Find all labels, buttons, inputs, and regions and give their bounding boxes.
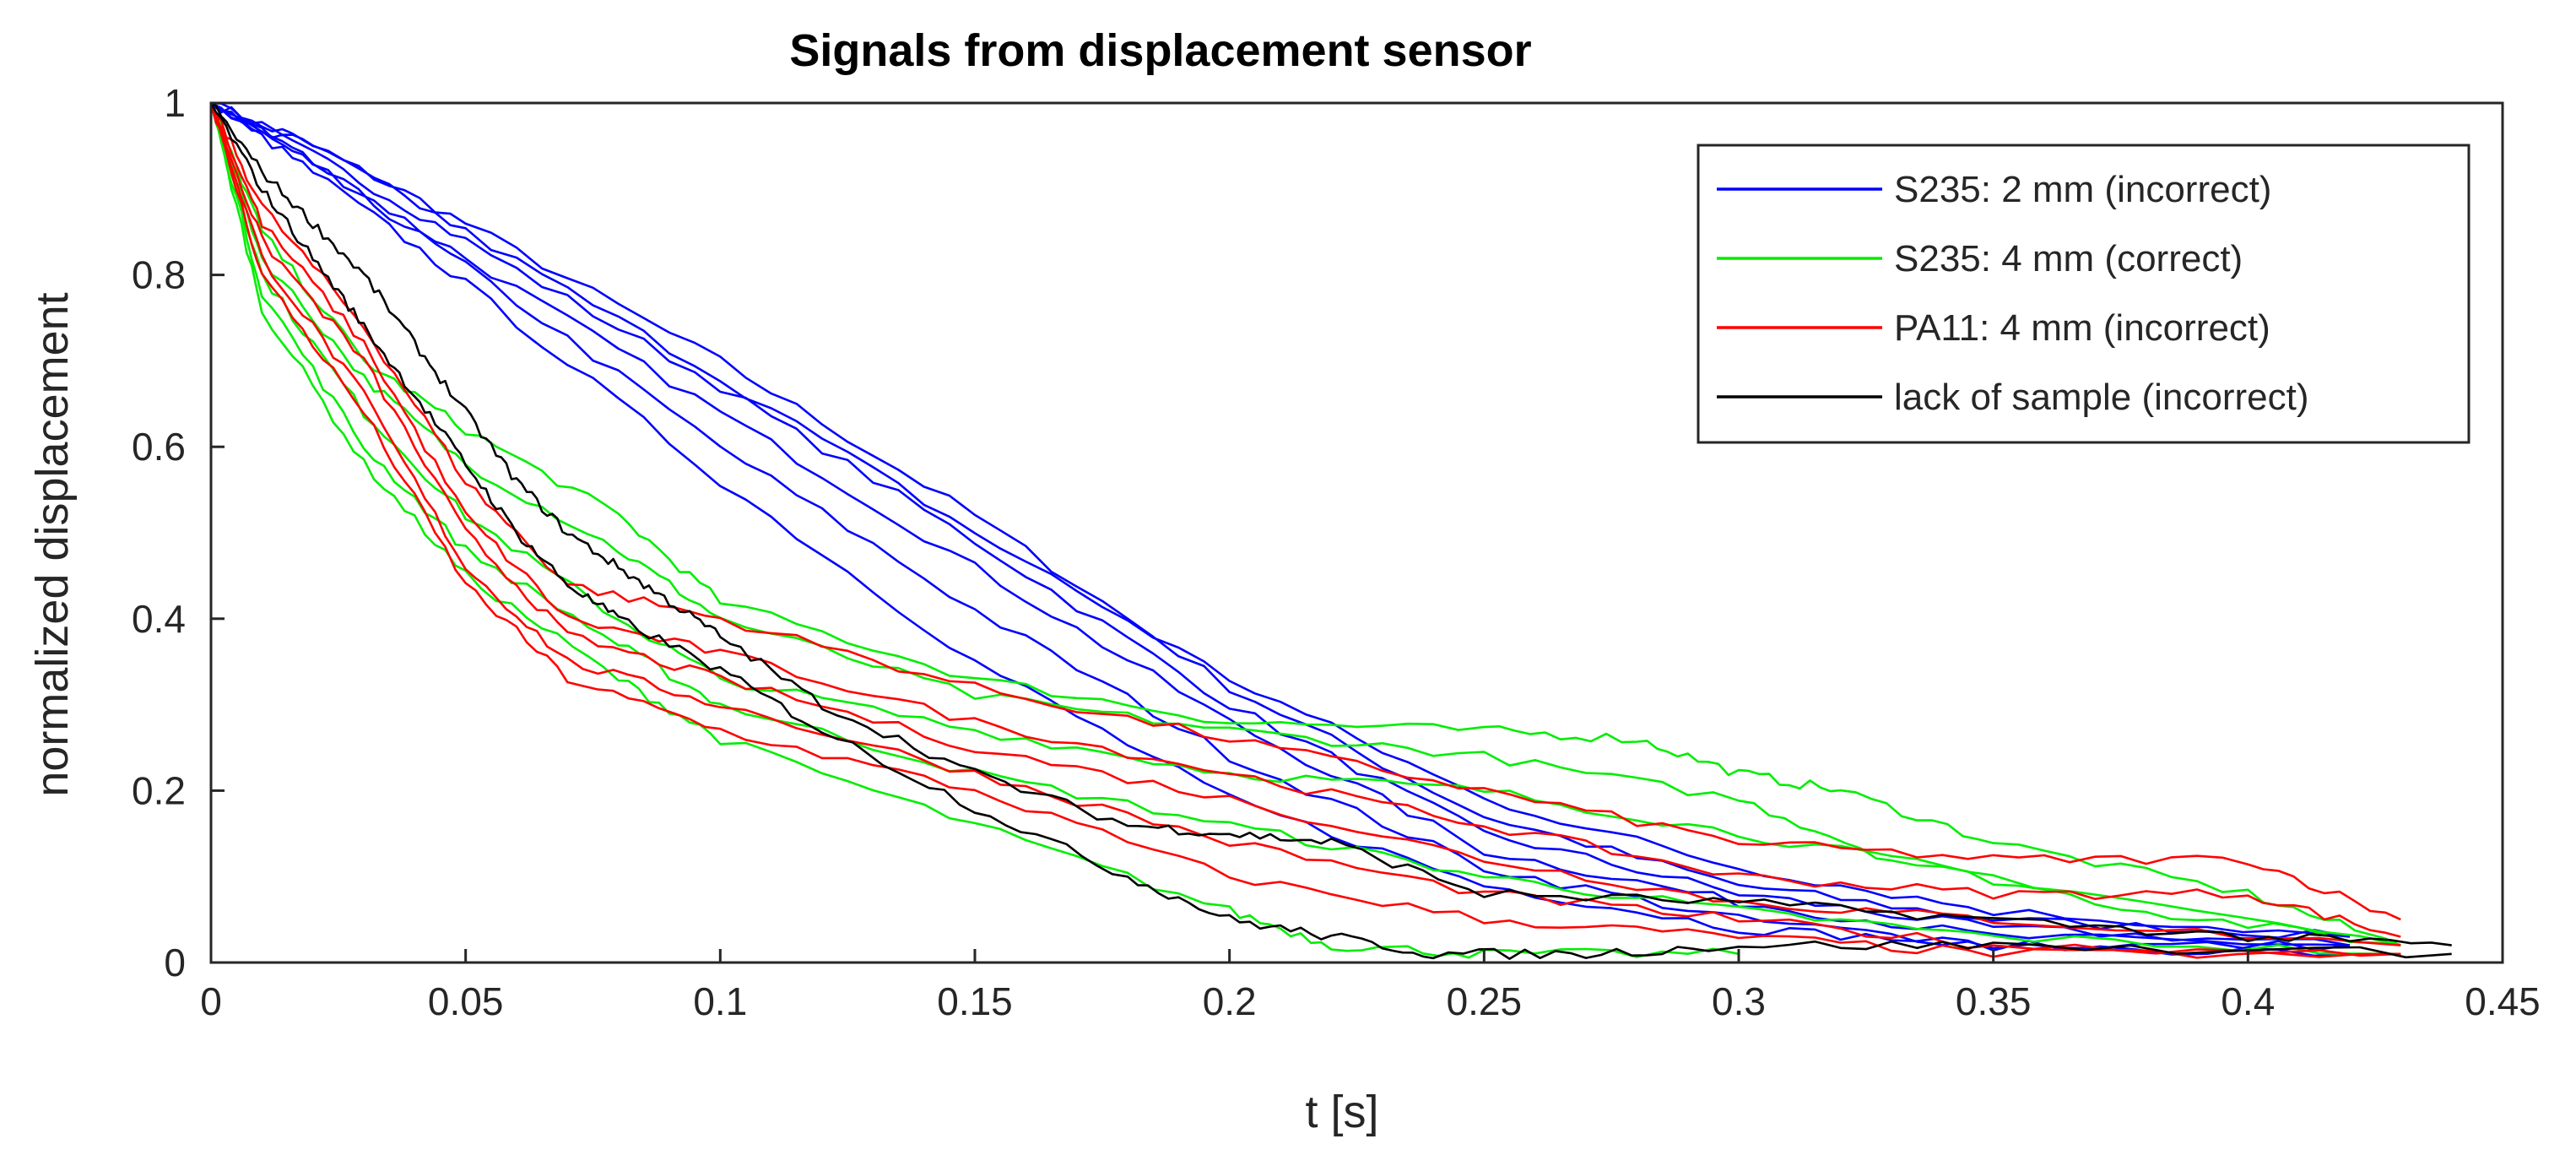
x-axis-label: t [s]	[1305, 1087, 1378, 1137]
y-tick-label: 0	[164, 941, 186, 984]
x-tick-label: 0.05	[428, 979, 504, 1023]
x-tick-label: 0.25	[1447, 979, 1523, 1023]
series-trace-1-4	[209, 102, 1740, 959]
x-tick-label: 0.1	[693, 979, 747, 1023]
chart-title: Signals from displacement sensor	[789, 25, 1531, 76]
y-tick-label: 0.6	[132, 425, 186, 469]
series-trace-0-4	[210, 101, 2351, 957]
legend-label: lack of sample (incorrect)	[1894, 377, 2308, 418]
plot-frame	[209, 101, 2504, 964]
series-trace-2-4	[209, 102, 2401, 959]
legend-label: S235: 2 mm (incorrect)	[1894, 169, 2271, 210]
y-axis-label: normalized displacement	[27, 292, 78, 796]
y-tick-label: 0.4	[132, 597, 186, 641]
x-tick-label: 0.3	[1712, 979, 1766, 1023]
series-trace-2-0	[209, 102, 2401, 921]
plot-lines	[209, 101, 2452, 960]
y-tick-label: 0.8	[132, 253, 186, 297]
series-trace-2-2	[209, 102, 2401, 946]
x-tick-label: 0.2	[1203, 979, 1257, 1023]
x-tick-label: 0.35	[1956, 979, 2032, 1023]
legend: S235: 2 mm (incorrect) S235: 4 mm (correc…	[1697, 144, 2470, 444]
legend-label: S235: 4 mm (correct)	[1894, 238, 2243, 279]
x-tick-label: 0.15	[937, 979, 1013, 1023]
series-trace-0-5	[210, 101, 2351, 938]
series-trace-3-1	[209, 102, 2452, 960]
series-trace-0-3	[210, 101, 2351, 952]
y-tick-label: 0.2	[132, 768, 186, 812]
series-trace-1-0	[209, 102, 2401, 946]
y-axis: 0 0.2 0.4 0.6 0.8 1	[132, 81, 225, 984]
y-tick-label: 1	[164, 81, 186, 125]
series-trace-0-0	[210, 102, 2351, 939]
series-trace-1-1	[209, 102, 2401, 946]
legend-box	[1697, 144, 2470, 444]
x-tick-label: 0.45	[2465, 979, 2541, 1023]
x-tick-label: 0	[200, 979, 222, 1023]
x-axis: 0 0.05 0.1 0.15 0.2 0.25 0.3 0.35 0.4 0.45	[200, 949, 2541, 1023]
series-trace-3-0	[210, 101, 2452, 946]
x-tick-label: 0.4	[2221, 979, 2275, 1023]
series-trace-2-1	[209, 102, 2401, 938]
legend-label: PA11: 4 mm (incorrect)	[1894, 307, 2270, 349]
